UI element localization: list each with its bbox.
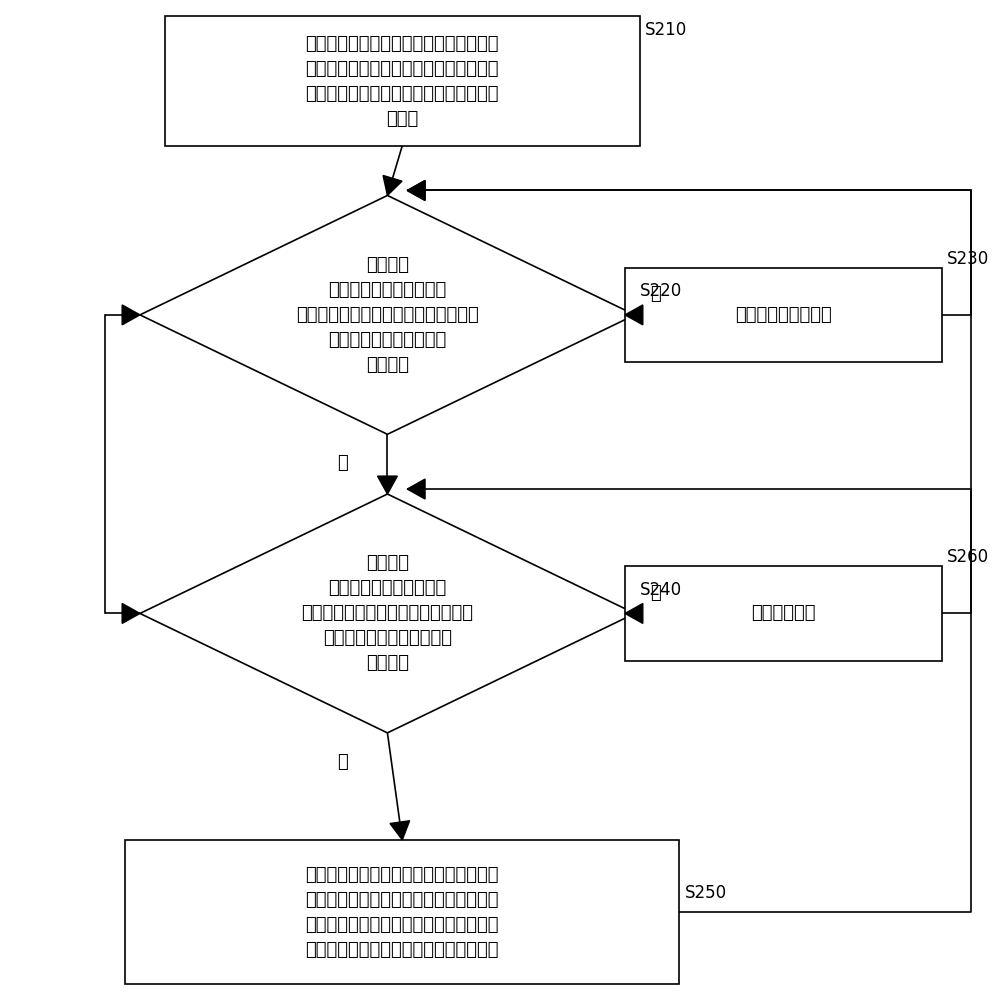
Polygon shape (625, 305, 643, 324)
Bar (165, 16, 640, 146)
Text: S260: S260 (947, 548, 989, 566)
Polygon shape (407, 181, 425, 201)
Polygon shape (140, 494, 635, 733)
Bar (125, 840, 679, 984)
Polygon shape (383, 176, 402, 196)
Bar (625, 566, 942, 661)
Text: 等待预设时间: 等待预设时间 (751, 605, 816, 623)
Text: 将获取到的各个新闻数据依次存储为数据
队列的各个队列元素；其中，每个队列元
素中包含对应的新闻数据的更新时间和存
储时间: 将获取到的各个新闻数据依次存储为数据 队列的各个队列元素；其中，每个队列元 素中… (306, 35, 499, 128)
Text: 对位于队首的队列元素对应的新闻数据进
行更新，并将位于队首的队列元素从队首
删除后添加到队尾，且将添加到队尾的队
列元素中包含的更新时间修改为当前时间: 对位于队首的队列元素对应的新闻数据进 行更新，并将位于队首的队列元素从队首 删除… (306, 865, 499, 958)
Text: S250: S250 (684, 884, 727, 902)
Text: S210: S210 (645, 21, 687, 39)
Text: S230: S230 (947, 250, 989, 267)
Polygon shape (625, 604, 643, 624)
Text: 否: 否 (650, 584, 660, 602)
Bar (625, 267, 942, 362)
Text: 获取位于
队首的队列元素中包含的
存储时间，判断存储时间与当前时间之
间的间隔是否满足预设的
删除条件: 获取位于 队首的队列元素中包含的 存储时间，判断存储时间与当前时间之 间的间隔是… (296, 255, 479, 374)
Polygon shape (378, 476, 397, 494)
Polygon shape (407, 479, 425, 499)
Text: 获取位于
队首的队列元素中包含的
更新时间，判断更新时间与当前时间
之间的间隔是否满足预设的
更新条件: 获取位于 队首的队列元素中包含的 更新时间，判断更新时间与当前时间 之间的间隔是… (301, 555, 473, 673)
Text: S220: S220 (640, 282, 682, 300)
Text: 是: 是 (338, 752, 348, 770)
Text: 是: 是 (650, 285, 660, 303)
Text: 否: 否 (338, 454, 348, 472)
Text: S240: S240 (640, 581, 682, 599)
Polygon shape (140, 196, 635, 434)
Polygon shape (122, 305, 140, 324)
Polygon shape (407, 181, 425, 201)
Text: 删除队首的队列元素: 删除队首的队列元素 (735, 305, 832, 324)
Polygon shape (390, 820, 410, 840)
Polygon shape (122, 604, 140, 624)
